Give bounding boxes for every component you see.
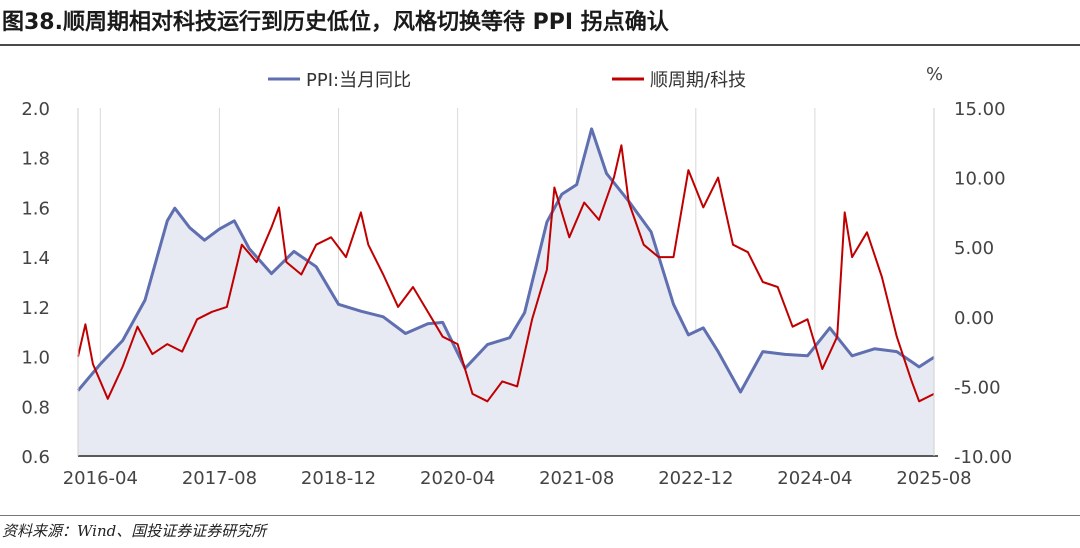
right-tick-label: 10.00 bbox=[954, 169, 1006, 190]
left-tick-label: 0.6 bbox=[21, 447, 50, 468]
legend-label: PPI:当月同比 bbox=[306, 70, 411, 91]
left-tick-label: 0.8 bbox=[21, 397, 50, 418]
x-tick-label: 2022-12 bbox=[658, 468, 733, 489]
right-tick-label: 15.00 bbox=[954, 99, 1006, 120]
legend: PPI:当月同比 顺周期/科技 bbox=[268, 70, 746, 91]
x-tick-label: 2016-04 bbox=[63, 468, 138, 489]
right-tick-label: -10.00 bbox=[954, 447, 1012, 468]
x-tick-label: 2018-12 bbox=[301, 468, 376, 489]
x-tick-label: 2021-08 bbox=[539, 468, 614, 489]
x-tick-label: 2020-04 bbox=[420, 468, 495, 489]
x-tick-label: 2024-04 bbox=[777, 468, 852, 489]
left-axis-ticks: 0.6 0.8 1.0 1.2 1.4 1.6 1.8 2.0 bbox=[21, 99, 50, 468]
left-tick-label: 1.8 bbox=[21, 149, 50, 170]
source-note: 资料来源：Wind、国投证券证券研究所 bbox=[2, 522, 267, 540]
left-tick-label: 1.0 bbox=[21, 348, 50, 369]
right-axis-ticks: -10.00 -5.00 0.00 5.00 10.00 15.00% bbox=[926, 64, 1012, 468]
right-tick-label: 0.00 bbox=[954, 308, 994, 329]
series-lines bbox=[76, 127, 935, 403]
x-tick-label: 2017-08 bbox=[182, 468, 257, 489]
right-axis-unit: % bbox=[926, 64, 943, 85]
left-tick-label: 1.2 bbox=[21, 298, 50, 319]
chart: 0.6 0.8 1.0 1.2 1.4 1.6 1.8 2.0 -10.00 -5.00 0.00… bbox=[21, 64, 1012, 489]
right-tick-label: -5.00 bbox=[954, 377, 1001, 398]
x-tick-label: 2025-08 bbox=[896, 468, 971, 489]
right-tick-label: 5.00 bbox=[954, 238, 994, 259]
page-title: 图38.顺周期相对科技运行到历史低位，风格切换等待 PPI 拐点确认 bbox=[2, 10, 669, 35]
series-line-ratio bbox=[77, 144, 935, 403]
left-tick-label: 2.0 bbox=[21, 99, 50, 120]
series-line-ppi bbox=[76, 127, 935, 394]
axes bbox=[77, 108, 938, 457]
series-area-ppi bbox=[78, 128, 934, 456]
left-tick-label: 1.6 bbox=[21, 198, 50, 219]
ppi-area-layer bbox=[78, 128, 934, 456]
legend-label: 顺周期/科技 bbox=[650, 70, 746, 91]
footer-divider bbox=[0, 515, 1080, 516]
left-tick-label: 1.4 bbox=[21, 248, 50, 269]
x-axis-ticks: 2016-04 2017-08 2018-12 2020-04 2021-08 2022-… bbox=[63, 468, 972, 489]
title-divider bbox=[0, 44, 1080, 46]
